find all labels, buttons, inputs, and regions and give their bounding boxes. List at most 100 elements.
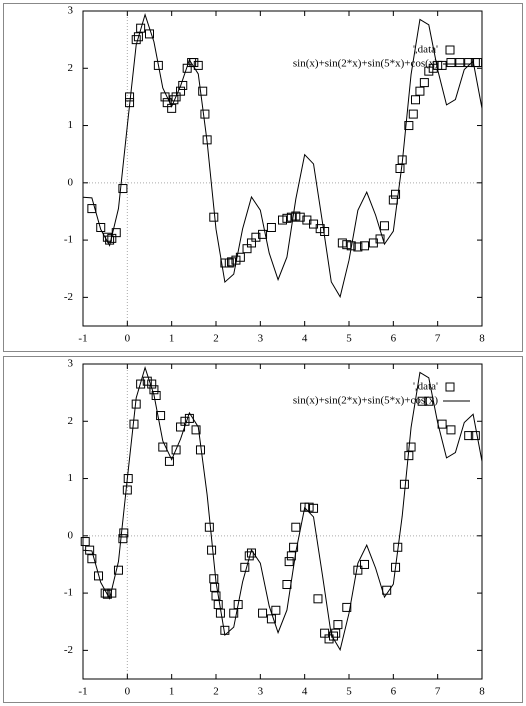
x-tick-label: 1 bbox=[169, 333, 175, 345]
data-point bbox=[209, 574, 219, 584]
data-point bbox=[167, 103, 177, 113]
data-point bbox=[282, 580, 292, 589]
data-point bbox=[271, 605, 281, 615]
data-point bbox=[291, 522, 301, 532]
data-point bbox=[360, 559, 370, 569]
y-tick-label: 0 bbox=[68, 529, 74, 541]
data-point bbox=[464, 58, 474, 68]
x-tick-label: 2 bbox=[213, 333, 219, 345]
data-point bbox=[118, 184, 128, 194]
data-point bbox=[333, 620, 343, 630]
y-tick-label: 0 bbox=[68, 176, 74, 188]
x-tick-label: 4 bbox=[302, 333, 308, 345]
data-point bbox=[169, 95, 179, 105]
data-point bbox=[171, 445, 181, 455]
x-tick-label: 0 bbox=[125, 686, 131, 698]
x-tick-label: 8 bbox=[479, 686, 485, 698]
data-point bbox=[87, 204, 97, 214]
data-point bbox=[406, 442, 416, 452]
data-point bbox=[309, 219, 319, 229]
data-point bbox=[244, 551, 254, 561]
data-point bbox=[229, 608, 239, 618]
data-point bbox=[209, 212, 219, 222]
data-point bbox=[153, 60, 163, 70]
data-point bbox=[211, 591, 221, 601]
data-point bbox=[210, 582, 220, 592]
data-point bbox=[415, 86, 425, 96]
y-tick-label: -1 bbox=[64, 234, 73, 246]
data-point bbox=[328, 631, 338, 641]
data-point bbox=[246, 548, 256, 558]
y-tick-label: -1 bbox=[64, 587, 73, 599]
data-point bbox=[224, 258, 234, 268]
data-point bbox=[158, 442, 168, 452]
data-point bbox=[360, 241, 370, 251]
data-point bbox=[145, 29, 154, 39]
x-tick-label: 8 bbox=[479, 333, 485, 345]
data-point bbox=[118, 534, 128, 544]
data-point bbox=[136, 23, 146, 33]
data-point bbox=[470, 431, 480, 441]
data-point bbox=[353, 242, 363, 252]
data-point bbox=[342, 602, 352, 612]
curve bbox=[82, 12, 483, 299]
data-point bbox=[240, 562, 250, 572]
data-point bbox=[178, 80, 188, 90]
legend-label: sin(x)+sin(2*x)+sin(5*x)+cos(x) bbox=[293, 58, 438, 70]
data-point bbox=[399, 479, 409, 489]
data-point bbox=[113, 565, 123, 575]
data-point bbox=[295, 212, 305, 222]
data-point bbox=[313, 594, 323, 604]
data-point bbox=[258, 229, 268, 239]
y-tick-label: -2 bbox=[64, 644, 73, 656]
legend-label: sin(x)+sin(2*x)+sin(5*x)+cos(x) bbox=[293, 395, 438, 407]
data-point bbox=[119, 528, 129, 538]
y-tick-label: -2 bbox=[64, 291, 73, 303]
data-point bbox=[388, 195, 398, 205]
x-tick-label: 6 bbox=[391, 686, 397, 698]
x-tick-label: 0 bbox=[125, 333, 131, 345]
data-point bbox=[133, 32, 143, 42]
data-point bbox=[417, 396, 427, 406]
data-point bbox=[446, 425, 456, 435]
data-point bbox=[404, 121, 414, 131]
panel-frame bbox=[3, 3, 523, 352]
data-point bbox=[419, 78, 429, 88]
x-tick-label: 5 bbox=[346, 686, 352, 698]
data-point bbox=[123, 474, 133, 484]
data-point bbox=[286, 551, 296, 561]
data-point bbox=[151, 391, 161, 400]
legend-label: ',data' bbox=[413, 381, 438, 393]
data-point bbox=[266, 222, 276, 232]
data-point bbox=[96, 222, 106, 232]
data-point bbox=[207, 545, 217, 555]
y-tick-label: 2 bbox=[68, 62, 74, 74]
x-tick-label: -1 bbox=[78, 686, 87, 698]
data-point bbox=[251, 232, 261, 242]
y-tick-label: 2 bbox=[68, 415, 74, 427]
x-tick-label: -1 bbox=[78, 333, 87, 345]
data-point bbox=[156, 411, 166, 421]
panel-frame bbox=[3, 356, 523, 703]
data-point bbox=[193, 60, 203, 70]
x-tick-label: 5 bbox=[346, 333, 352, 345]
data-point bbox=[160, 92, 170, 102]
data-point bbox=[122, 485, 132, 495]
data-point bbox=[233, 600, 243, 610]
x-tick-label: 1 bbox=[169, 686, 175, 698]
data-point bbox=[204, 522, 214, 532]
data-point bbox=[235, 252, 245, 262]
data-point bbox=[164, 456, 174, 466]
data-point bbox=[258, 608, 268, 618]
data-point bbox=[191, 425, 201, 435]
x-tick-label: 3 bbox=[258, 686, 264, 698]
x-tick-label: 3 bbox=[258, 333, 264, 345]
data-point bbox=[309, 503, 319, 513]
y-tick-label: 3 bbox=[68, 358, 74, 370]
data-point bbox=[437, 60, 447, 70]
data-point bbox=[446, 58, 456, 68]
data-point bbox=[284, 557, 294, 567]
data-point bbox=[379, 221, 389, 231]
data-point bbox=[375, 234, 385, 244]
